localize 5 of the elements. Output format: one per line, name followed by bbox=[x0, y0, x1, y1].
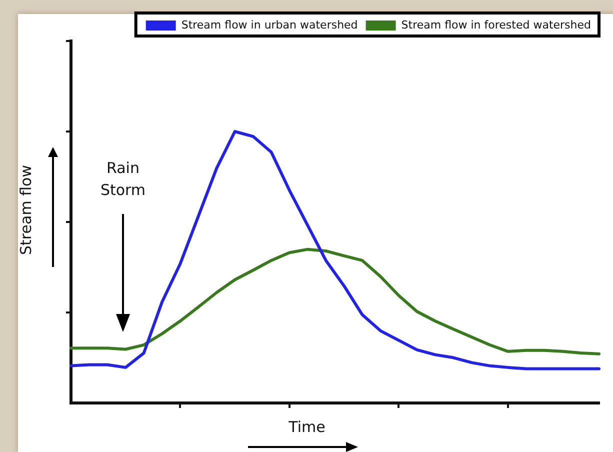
x-axis-title: Time bbox=[288, 418, 326, 436]
y-axis-title: Stream flow bbox=[17, 165, 35, 255]
legend-label: Stream flow in forested watershed bbox=[401, 18, 592, 32]
annotation: Rain Storm bbox=[99, 158, 147, 201]
legend-label: Stream flow in urban watershed bbox=[181, 18, 358, 32]
